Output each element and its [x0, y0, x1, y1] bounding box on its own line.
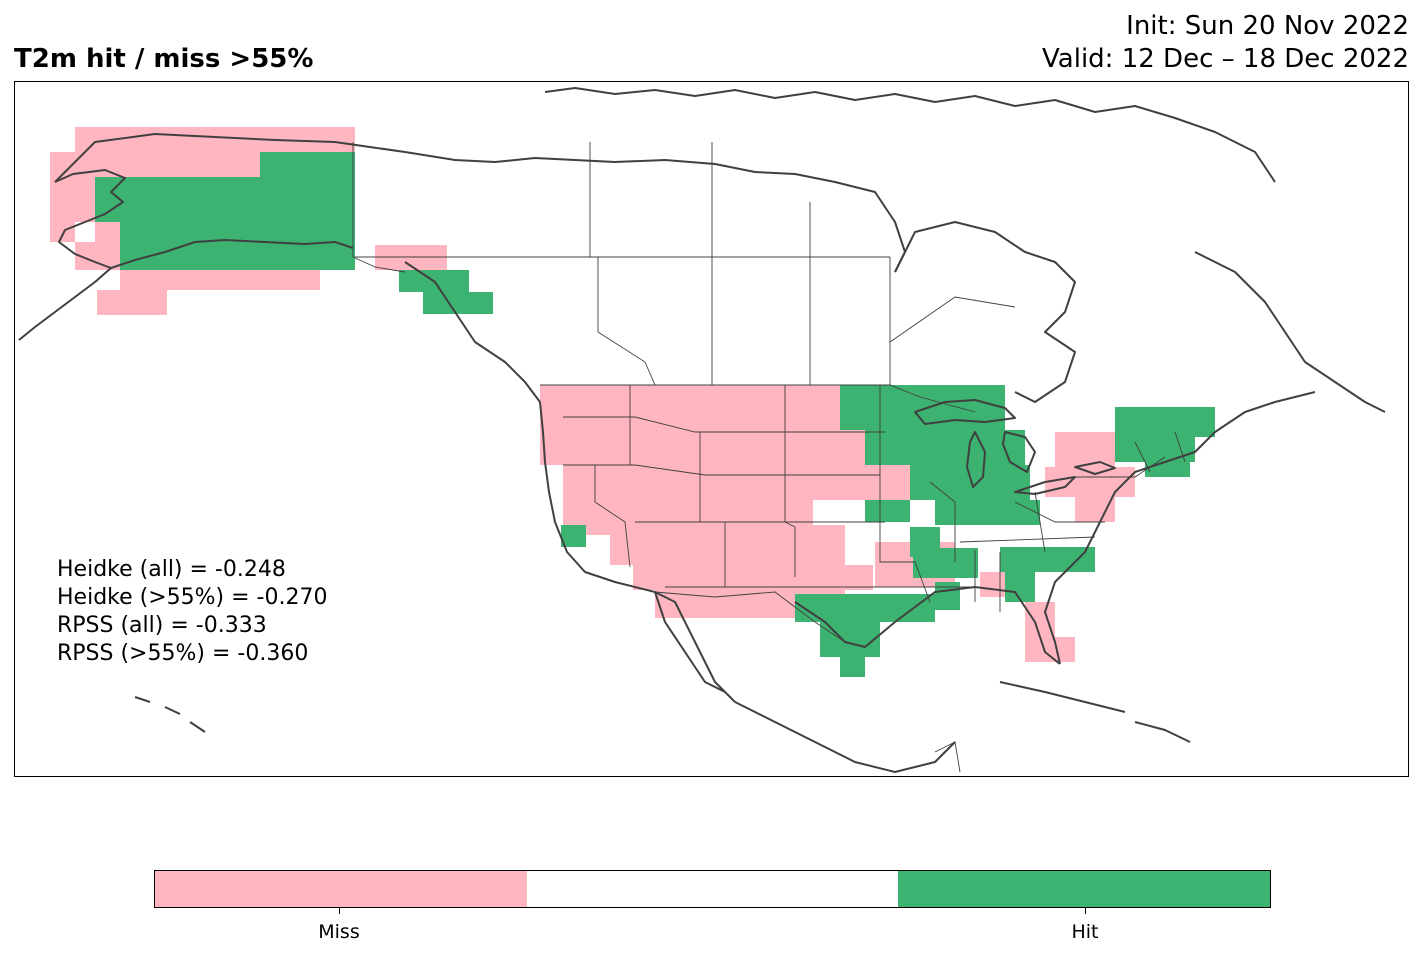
labrador-coast: [1194, 251, 1386, 413]
hit-cell: [1005, 572, 1035, 602]
hit-cell: [561, 525, 586, 547]
miss-cell: [980, 572, 1005, 597]
miss-cell: [610, 525, 845, 565]
hit-cell: [865, 430, 1025, 465]
state-border-6: [784, 385, 796, 577]
hit-cell: [840, 657, 865, 677]
colorbar-hit: [898, 871, 1271, 907]
miss-cell: [633, 565, 873, 590]
alaska-coast: [54, 169, 354, 269]
hit-cell: [1145, 462, 1190, 477]
hudson-bay: [894, 221, 1076, 403]
east-coast: [1044, 391, 1316, 665]
state-border-13: [1034, 491, 1046, 553]
hit-cell: [935, 582, 960, 610]
map-title: T2m hit / miss >55%: [14, 44, 314, 74]
miss-cell: [120, 270, 320, 290]
us-canada-border: [540, 384, 976, 413]
map-frame: [14, 81, 1409, 777]
miss-cell: [563, 465, 948, 500]
canada-arctic-coast: [404, 151, 906, 273]
miss-cell: [1025, 637, 1075, 662]
colorbar: [154, 870, 1271, 908]
state-border-3: [594, 465, 631, 568]
heidke-55: Heidke (>55%) = -0.270: [57, 585, 328, 610]
baja: [654, 591, 726, 693]
lake-michigan: [966, 431, 986, 488]
mexico-coast: [734, 701, 956, 773]
valid-date: Valid: 12 Dec – 18 Dec 2022: [1042, 44, 1409, 74]
hit-cell: [935, 500, 1040, 525]
hit-cell: [865, 500, 910, 522]
state-border-12: [974, 550, 1001, 612]
rpss-all: RPSS (all) = -0.333: [57, 613, 267, 638]
central-america-border: [934, 741, 961, 773]
hit-cell: [260, 152, 355, 270]
state-border-9: [879, 385, 931, 603]
colorbar-miss: [155, 871, 527, 907]
alaska-peninsula: [18, 267, 112, 341]
lake-huron: [1002, 431, 1036, 473]
lake-ontario: [1074, 461, 1116, 475]
state-border-16: [1134, 431, 1186, 473]
state-border-10: [929, 481, 956, 562]
hit-cell: [910, 465, 1030, 500]
state-border-15: [1075, 456, 1166, 478]
init-date: Init: Sun 20 Nov 2022: [1126, 11, 1409, 41]
bc-coast: [404, 261, 541, 403]
miss-cell: [1075, 497, 1115, 522]
miss-cell: [75, 127, 355, 152]
alaska-canada-border: [352, 142, 406, 273]
hit-cell: [1115, 437, 1195, 462]
hit-cell: [840, 385, 1005, 430]
heidke-all: Heidke (all) = -0.248: [57, 557, 286, 582]
lake-superior: [914, 399, 1016, 425]
alaska-north-coast: [54, 133, 406, 183]
miss-cell: [1025, 602, 1055, 637]
map-canvas: [18, 87, 1386, 773]
state-province-borders: [352, 142, 1186, 773]
province-border-8: [889, 296, 1016, 343]
province-border-6: [597, 257, 656, 386]
miss-cell: [97, 290, 167, 315]
colorbar-label-hit: Hit: [1071, 921, 1099, 943]
colorbar-neutral: [526, 871, 899, 907]
date-info: Init: Sun 20 Nov 2022 Valid: 12 Dec – 18…: [1042, 10, 1409, 76]
miss-cell: [95, 222, 120, 270]
hispaniola: [1134, 721, 1191, 743]
miss-cell: [540, 385, 840, 430]
hawaii: [134, 696, 206, 733]
us-west-coast: [539, 401, 736, 703]
miss-cell: [75, 242, 95, 270]
hit-cell: [910, 527, 940, 557]
gulf-coast: [794, 586, 1061, 665]
miss-cell: [50, 177, 95, 222]
state-border-14: [1014, 501, 1105, 523]
state-border-11: [959, 536, 1096, 543]
state-border-2: [563, 464, 880, 476]
cuba: [999, 681, 1126, 713]
hit-cell: [95, 177, 260, 270]
colorbar-label-miss: Miss: [318, 921, 360, 943]
state-border-1: [563, 416, 885, 433]
colorbar-tick-miss: [339, 908, 340, 914]
miss-cell: [50, 222, 75, 242]
hit-cell: [1000, 547, 1095, 572]
mexico-border: [654, 591, 846, 643]
score-box: Heidke (all) = -0.248 Heidke (>55%) = -0…: [57, 556, 327, 668]
lake-erie: [1014, 476, 1076, 495]
hit-cell: [423, 292, 493, 314]
rpss-55: RPSS (>55%) = -0.360: [57, 641, 309, 666]
hit-miss-cells: [50, 127, 1215, 677]
hit-cell: [1115, 407, 1215, 437]
arctic-islands: [544, 87, 1276, 183]
colorbar-tick-hit: [1085, 908, 1086, 914]
miss-cell: [1055, 432, 1115, 467]
coastlines: [18, 87, 1386, 773]
